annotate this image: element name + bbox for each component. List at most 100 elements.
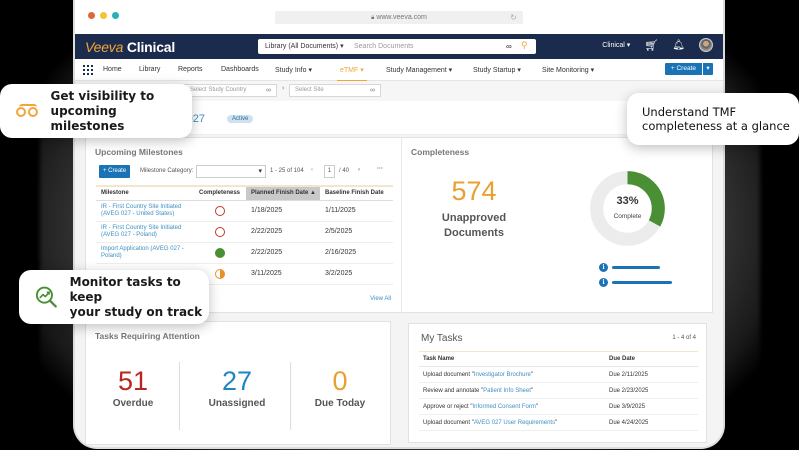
- planned-date: 1/18/2025: [246, 200, 320, 222]
- menu-dashboards[interactable]: Dashboards: [221, 66, 259, 73]
- binoculars-icon[interactable]: ∞: [506, 42, 512, 51]
- document-link[interactable]: AVEG 027 User Requirements: [473, 419, 556, 426]
- bell-icon[interactable]: 🔔︎: [672, 39, 685, 51]
- completeness-cell: [194, 200, 246, 222]
- next-page-icon[interactable]: ›: [358, 167, 360, 173]
- table-row: Import Application (AVEG 027 - Poland) 2…: [96, 242, 393, 264]
- prev-page-icon[interactable]: ‹: [311, 167, 313, 173]
- in-progress-icon: [215, 268, 225, 279]
- view-all-link[interactable]: View All: [370, 296, 391, 302]
- column-header[interactable]: Task Name: [419, 351, 605, 367]
- main-menu: Home Library Reports Dashboards Study In…: [75, 59, 723, 82]
- divider: [290, 362, 291, 430]
- user-avatar[interactable]: [699, 38, 713, 52]
- reload-icon[interactable]: ↻: [510, 13, 517, 22]
- task-action: Upload document ": [423, 371, 474, 378]
- search-icon[interactable]: ⚲: [521, 40, 528, 50]
- task-name: Upload document "AVEG 027 User Requireme…: [419, 414, 605, 431]
- tasks-requiring-attention-card: Tasks Requiring Attention 51 Overdue 27 …: [85, 321, 391, 445]
- tasks-callout: Monitor tasks to keep your study on trac…: [19, 270, 209, 324]
- card-title: Upcoming Milestones: [95, 147, 183, 157]
- quote: ": [530, 371, 533, 378]
- legend-row: i: [599, 263, 660, 272]
- study-country-selector[interactable]: Select Study Country ∞: [184, 84, 277, 97]
- planned-date: 2/22/2025: [246, 221, 320, 243]
- menu-study-info[interactable]: Study Info ▾: [275, 67, 312, 74]
- address-bar[interactable]: 🔒︎ www.veeva.com ↻: [275, 11, 523, 24]
- stat-label: Due Today: [314, 398, 366, 409]
- stat-label: Overdue: [112, 398, 154, 409]
- menu-home[interactable]: Home: [103, 66, 122, 73]
- milestone-link[interactable]: IR - First Country Site Initiated (AVEG …: [96, 221, 194, 243]
- create-button[interactable]: + Create: [664, 63, 702, 75]
- unapproved-count[interactable]: 574: [451, 176, 497, 206]
- task-action: Upload document ": [423, 419, 474, 426]
- card-title: Completeness: [411, 147, 470, 157]
- site-selector[interactable]: Select Site ∞: [289, 84, 381, 97]
- binoculars-icon[interactable]: ∞: [266, 87, 271, 94]
- maximize-dot[interactable]: [112, 12, 119, 19]
- task-action: Approve or reject ": [423, 403, 473, 410]
- task-row[interactable]: Review and annotate "Patient Info Sheet"…: [419, 382, 698, 399]
- callout-line: Get visibility to: [50, 88, 155, 103]
- menu-study-management[interactable]: Study Management ▾: [386, 67, 453, 74]
- veeva-clinical-logo[interactable]: Veeva Clinical: [85, 39, 175, 55]
- task-row[interactable]: Approve or reject "Informed Consent Form…: [419, 398, 698, 415]
- menu-reports[interactable]: Reports: [178, 66, 203, 73]
- legend-row: i: [599, 278, 672, 287]
- callout-line: your study on track: [69, 304, 203, 319]
- unapproved-label: Unapproved Documents: [414, 211, 534, 241]
- minimize-dot[interactable]: [100, 12, 107, 19]
- legend-bar: [612, 266, 660, 269]
- column-header[interactable]: Baseline Finish Date: [320, 185, 393, 201]
- menu-site-monitoring[interactable]: Site Monitoring ▾: [542, 67, 595, 74]
- due-today-stat[interactable]: 0 Due Today: [290, 366, 390, 409]
- create-dropdown-caret[interactable]: ▾: [703, 63, 713, 75]
- menu-etmf[interactable]: eTMF ▾: [337, 67, 367, 82]
- info-icon[interactable]: i: [599, 263, 608, 272]
- task-name: Approve or reject "Informed Consent Form…: [419, 398, 605, 415]
- browser-chrome: 🔒︎ www.veeva.com ↻: [75, 0, 723, 34]
- status-badge: Active: [227, 115, 254, 123]
- column-header[interactable]: Milestone: [96, 185, 194, 201]
- task-row[interactable]: Upload document "AVEG 027 User Requireme…: [419, 414, 698, 431]
- task-row[interactable]: Upload document "Investigator Brochure" …: [419, 366, 698, 383]
- column-header[interactable]: Completeness: [194, 185, 246, 201]
- milestone-category-select[interactable]: [196, 165, 266, 178]
- milestone-link[interactable]: IR - First Country Site Initiated (AVEG …: [96, 200, 194, 222]
- overdue-stat[interactable]: 51 Overdue: [83, 366, 183, 409]
- app-grid-icon[interactable]: [83, 65, 93, 75]
- quote: ": [555, 419, 558, 426]
- binoculars-icon[interactable]: ∞: [370, 87, 375, 94]
- cart-icon[interactable]: 🛒︎: [644, 39, 659, 52]
- menu-study-startup[interactable]: Study Startup ▾: [473, 67, 521, 74]
- completeness-donut-chart[interactable]: [589, 170, 666, 247]
- quote: ": [535, 403, 538, 410]
- close-dot[interactable]: [88, 12, 95, 19]
- menu-library[interactable]: Library: [139, 66, 161, 73]
- due-date: Due 3/9/2025: [605, 398, 698, 415]
- search-input[interactable]: Search Documents: [354, 43, 414, 50]
- document-link[interactable]: Informed Consent Form: [472, 403, 536, 410]
- search-scope-dropdown[interactable]: Library (All Documents) ▾: [265, 43, 344, 50]
- stat-value: 27: [221, 366, 253, 396]
- document-link[interactable]: Investigator Brochure: [473, 371, 531, 378]
- column-header[interactable]: Due Date: [605, 351, 698, 367]
- document-link[interactable]: Patient Info Sheet: [483, 387, 531, 394]
- info-icon[interactable]: i: [599, 278, 608, 287]
- milestone-link[interactable]: Import Application (AVEG 027 - Poland): [96, 242, 194, 264]
- completeness-percent: 33%: [616, 195, 639, 207]
- unassigned-stat[interactable]: 27 Unassigned: [187, 366, 287, 409]
- vault-switcher[interactable]: Clinical ▾: [602, 42, 631, 49]
- create-milestone-button[interactable]: + Create: [99, 165, 131, 178]
- task-name: Review and annotate "Patient Info Sheet": [419, 382, 605, 399]
- task-count: 1 - 4 of 4: [672, 335, 696, 341]
- not-started-icon: [215, 205, 225, 216]
- completeness-label: Complete: [613, 213, 642, 220]
- column-header-sorted[interactable]: Planned Finish Date ▲: [246, 185, 320, 201]
- more-options-icon[interactable]: ···: [377, 166, 383, 172]
- study-country-placeholder: Select Study Country: [190, 87, 247, 93]
- callout-line: Understand TMF: [642, 105, 737, 119]
- page-input[interactable]: 1: [324, 165, 335, 178]
